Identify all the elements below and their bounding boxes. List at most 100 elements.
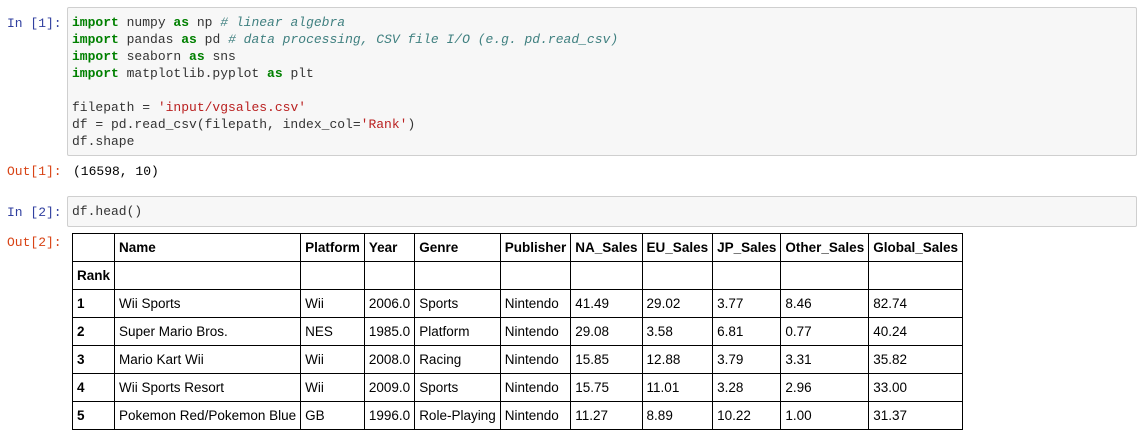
row-index: 4 bbox=[71, 373, 116, 402]
table-cell: Nintendo bbox=[499, 373, 572, 402]
table-cell: 82.74 bbox=[868, 289, 963, 318]
code-token: as bbox=[173, 15, 190, 30]
table-cell: 31.37 bbox=[868, 401, 963, 430]
table-header-row: Name Platform Year Genre Publisher NA_Sales EU… bbox=[71, 233, 963, 262]
table-cell: Pokemon Red/Pokemon Blue bbox=[114, 401, 302, 430]
column-header: NA_Sales bbox=[570, 233, 643, 262]
code-token: as bbox=[181, 32, 197, 47]
table-row: 5 Pokemon Red/Pokemon Blue GB 1996.0 Role-Pl… bbox=[71, 401, 963, 430]
column-header: Publisher bbox=[499, 233, 572, 262]
table-row: 2 Super Mario Bros. NES 1985.0 Platform Ninte… bbox=[71, 317, 963, 346]
table-cell: Wii Sports bbox=[114, 289, 302, 318]
table-cell: 2009.0 bbox=[363, 373, 416, 402]
row-index: 1 bbox=[71, 289, 116, 318]
table-row: 3 Mario Kart Wii Wii 2008.0 Racing Nintendo 15… bbox=[71, 345, 963, 374]
table-cell: 12.88 bbox=[641, 345, 714, 374]
table-cell: Platform bbox=[414, 317, 501, 346]
code-token: seaborn bbox=[118, 49, 190, 64]
table-cell: 15.75 bbox=[570, 373, 643, 402]
table-cell: 15.85 bbox=[570, 345, 643, 374]
code-token: import bbox=[72, 66, 119, 81]
index-name-empty-cell bbox=[300, 261, 365, 290]
index-name-empty-cell bbox=[114, 261, 302, 290]
output-prompt-1: Out[1]: bbox=[7, 164, 62, 179]
table-cell: Mario Kart Wii bbox=[114, 345, 302, 374]
table-cell: Nintendo bbox=[499, 401, 572, 430]
table-cell: 2.96 bbox=[780, 373, 870, 402]
index-name-header: Rank bbox=[71, 261, 116, 290]
column-header: JP_Sales bbox=[712, 233, 782, 262]
column-header: EU_Sales bbox=[641, 233, 714, 262]
table-cell: 41.49 bbox=[570, 289, 643, 318]
table-cell: 1.00 bbox=[780, 401, 870, 430]
code-token: as bbox=[267, 66, 283, 81]
dataframe-table: Name Platform Year Genre Publisher NA_Sales EU… bbox=[71, 233, 963, 430]
code-line: import pandas as pd # data processing, C… bbox=[72, 31, 1132, 48]
code-line: df.head() bbox=[72, 203, 1132, 220]
column-header: Platform bbox=[300, 233, 365, 262]
code-token: # data processing, CSV file I/O (e.g. pd… bbox=[228, 32, 619, 47]
code-line: import seaborn as sns bbox=[72, 48, 1132, 65]
table-index-name-row: Rank bbox=[71, 261, 963, 290]
index-name-empty-cell bbox=[780, 261, 870, 290]
code-token: sns bbox=[204, 49, 236, 64]
code-token: df.shape bbox=[72, 134, 135, 149]
index-name-empty-cell bbox=[499, 261, 572, 290]
table-cell: 3.58 bbox=[641, 317, 714, 346]
table-cell: 40.24 bbox=[868, 317, 963, 346]
index-name-empty-cell bbox=[414, 261, 501, 290]
column-header: Year bbox=[363, 233, 416, 262]
code-cell-1[interactable]: import numpy as np # linear algebra impor… bbox=[67, 7, 1137, 156]
code-token: filepath = bbox=[72, 100, 158, 115]
output-prompt-2: Out[2]: bbox=[7, 235, 62, 250]
code-token: pandas bbox=[118, 32, 182, 47]
code-line: import numpy as np # linear algebra bbox=[72, 14, 1132, 31]
code-token: np bbox=[189, 15, 221, 30]
table-cell: 3.31 bbox=[780, 345, 870, 374]
table-cell: 33.00 bbox=[868, 373, 963, 402]
code-token: 'input/vgsales.csv' bbox=[157, 100, 307, 115]
table-cell: 11.01 bbox=[641, 373, 714, 402]
table-cell: Racing bbox=[414, 345, 501, 374]
table-cell: Super Mario Bros. bbox=[114, 317, 302, 346]
code-token: import bbox=[72, 15, 119, 30]
code-token: import bbox=[72, 49, 119, 64]
code-cell-2[interactable]: df.head() bbox=[67, 196, 1137, 227]
table-cell: 3.28 bbox=[712, 373, 782, 402]
table-cell: Wii bbox=[300, 373, 365, 402]
table-cell: GB bbox=[300, 401, 365, 430]
table-cell: 1996.0 bbox=[363, 401, 416, 430]
code-token: matplotlib.pyplot bbox=[118, 66, 268, 81]
table-cell: 11.27 bbox=[570, 401, 643, 430]
table-cell: Wii bbox=[300, 345, 365, 374]
table-cell: 6.81 bbox=[712, 317, 782, 346]
table-cell: 35.82 bbox=[868, 345, 963, 374]
input-prompt-2: In [2]: bbox=[7, 205, 62, 220]
table-row: 1 Wii Sports Wii 2006.0 Sports Nintendo 41.49 2… bbox=[71, 289, 963, 318]
code-token: numpy bbox=[118, 15, 174, 30]
code-token: import bbox=[72, 32, 119, 47]
table-cell: 3.77 bbox=[712, 289, 782, 318]
code-token: pd bbox=[196, 32, 229, 47]
index-name-empty-cell bbox=[868, 261, 963, 290]
code-token: df.head() bbox=[72, 204, 143, 219]
index-name-empty-cell bbox=[641, 261, 714, 290]
table-cell: 0.77 bbox=[780, 317, 870, 346]
code-line: df = pd.read_csv(filepath, index_col='Ra… bbox=[72, 116, 1132, 133]
index-name-empty-cell bbox=[712, 261, 782, 290]
table-cell: Sports bbox=[414, 373, 501, 402]
column-header: Name bbox=[114, 233, 302, 262]
table-cell: 3.79 bbox=[712, 345, 782, 374]
table-cell: 29.02 bbox=[641, 289, 714, 318]
table-cell: 8.89 bbox=[641, 401, 714, 430]
table-cell: Sports bbox=[414, 289, 501, 318]
table-cell: 2008.0 bbox=[363, 345, 416, 374]
table-cell: Nintendo bbox=[499, 289, 572, 318]
code-token: plt bbox=[282, 66, 314, 81]
code-token: # linear algebra bbox=[220, 15, 346, 30]
output-text-1: (16598, 10) bbox=[73, 164, 159, 179]
code-line: import matplotlib.pyplot as plt bbox=[72, 65, 1132, 82]
table-cell: Nintendo bbox=[499, 345, 572, 374]
table-cell: 10.22 bbox=[712, 401, 782, 430]
table-cell: Wii bbox=[300, 289, 365, 318]
